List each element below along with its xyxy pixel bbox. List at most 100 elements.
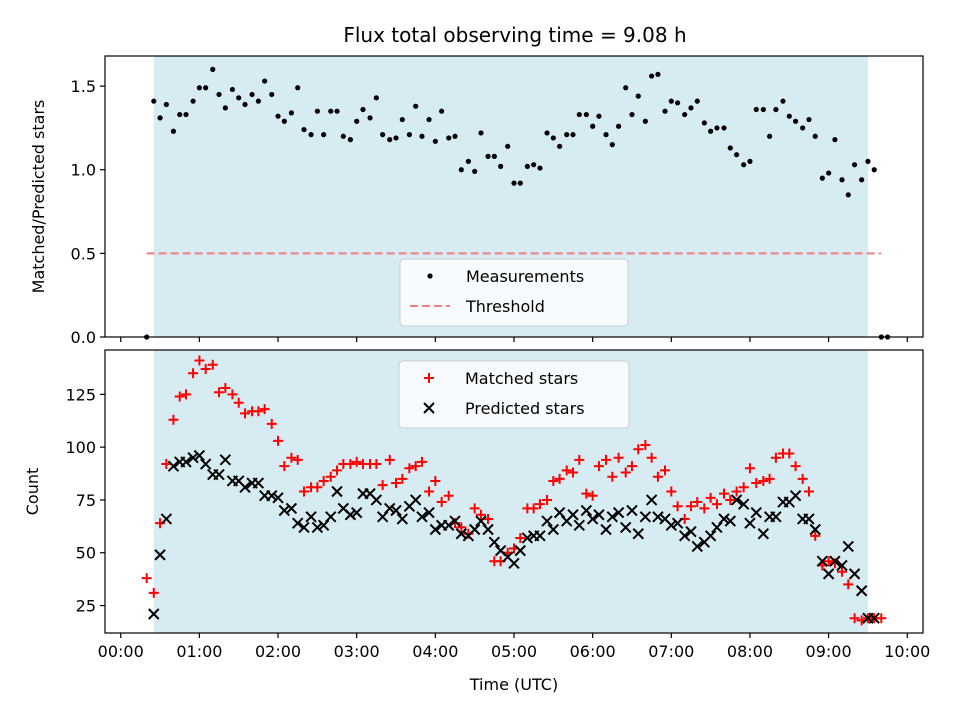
chart-title: Flux total observing time = 9.08 h xyxy=(343,23,686,47)
predicted-stars-point xyxy=(691,540,703,553)
predicted-stars-point xyxy=(298,521,310,534)
predicted-stars-point xyxy=(219,454,232,466)
legend-label: Measurements xyxy=(466,267,584,286)
predicted-stars-point xyxy=(718,513,730,525)
predicted-stars-point xyxy=(842,540,854,553)
measurement-point xyxy=(478,130,484,136)
matched-stars-point xyxy=(823,556,834,567)
predicted-stars-point xyxy=(311,521,324,534)
legend-label: Threshold xyxy=(465,297,545,316)
measurement-point xyxy=(753,106,759,113)
predicted-stars-point xyxy=(737,498,750,510)
measurement-point xyxy=(760,106,766,113)
measurement-point xyxy=(314,108,320,114)
measurement-point xyxy=(682,111,688,118)
measurement-point xyxy=(269,91,275,98)
legend-box xyxy=(399,258,629,327)
predicted-stars-point xyxy=(213,468,225,481)
matched-stars-point xyxy=(286,452,297,463)
matched-stars-point xyxy=(764,473,775,484)
predicted-stars-point xyxy=(278,504,291,517)
matched-stars-point xyxy=(436,497,447,508)
x-tick-label: 00:00 xyxy=(98,642,144,661)
y-tick-label: 1.5 xyxy=(71,77,96,96)
matched-stars-point xyxy=(660,465,671,476)
matched-stars-point xyxy=(207,359,218,370)
x-tick-label: 05:00 xyxy=(491,642,537,661)
matched-stars-point xyxy=(601,454,612,465)
measurement-point xyxy=(177,111,183,118)
matched-stars-point xyxy=(640,440,651,451)
measurement-point xyxy=(505,143,511,149)
predicted-stars-point xyxy=(580,504,593,517)
matched-stars-point xyxy=(273,435,284,446)
measurement-point xyxy=(871,167,877,173)
predicted-stars-point xyxy=(305,511,317,523)
measurement-point xyxy=(792,118,799,124)
measurement-point xyxy=(721,125,727,131)
measurement-point xyxy=(354,118,360,124)
predicted-stars-point xyxy=(586,513,599,525)
matched-stars-point xyxy=(790,461,801,472)
measurement-point xyxy=(517,180,523,186)
measurement-point xyxy=(629,111,635,118)
matched-stars-point xyxy=(443,490,454,501)
predicted-stars-point xyxy=(665,519,678,531)
matched-stars-point xyxy=(554,473,565,484)
measurement-point xyxy=(262,78,268,84)
measurement-point xyxy=(550,135,556,141)
measurement-point xyxy=(649,73,655,79)
predicted-stars-point xyxy=(325,511,337,523)
measurement-point xyxy=(275,113,281,119)
matched-stars-point xyxy=(345,459,356,470)
measurement-point xyxy=(446,135,452,141)
predicted-stars-point xyxy=(547,523,560,536)
matched-stars-point xyxy=(620,467,631,478)
measurement-point xyxy=(564,132,570,138)
matched-stars-point xyxy=(168,414,179,425)
measurement-point xyxy=(839,177,845,183)
y-tick-label: 0.5 xyxy=(71,244,96,263)
predicted-stars-point xyxy=(160,513,173,525)
matched-stars-point xyxy=(646,452,657,463)
matched-stars-point xyxy=(456,522,467,533)
predicted-stars-point xyxy=(350,506,363,519)
matched-stars-point xyxy=(188,368,199,379)
measurement-point xyxy=(196,85,202,91)
count-panel: 25 50 75 100 125 00:00 01:00 02:00 03:00 04:00 05:… xyxy=(23,350,930,694)
predicted-stars-point xyxy=(639,511,652,523)
measurement-point xyxy=(491,153,497,159)
predicted-stars-point xyxy=(508,557,520,570)
matched-stars-point xyxy=(652,471,663,482)
y-tick-label: 0.0 xyxy=(71,328,96,347)
matched-stars-point xyxy=(574,454,585,465)
matched-stars-point xyxy=(220,383,231,394)
predicted-stars-point xyxy=(521,532,534,544)
measurement-point xyxy=(616,123,622,129)
measurement-point xyxy=(596,113,602,119)
predicted-stars-point xyxy=(443,519,455,531)
predicted-stars-point xyxy=(252,477,265,489)
measurement-point xyxy=(281,118,287,124)
x-tick-label: 09:00 xyxy=(806,642,852,661)
matched-stars-point xyxy=(672,501,683,512)
x-tick-label: 02:00 xyxy=(255,642,301,661)
predicted-stars-point xyxy=(855,585,868,597)
predicted-stars-point xyxy=(744,517,756,529)
predicted-stars-point xyxy=(409,494,422,506)
measurement-point xyxy=(498,163,504,169)
measurement-point xyxy=(851,162,858,168)
measurement-point xyxy=(806,116,812,123)
x-tick-label: 03:00 xyxy=(334,642,380,661)
matched-stars-point xyxy=(836,566,847,577)
matched-stars-point xyxy=(298,486,309,497)
matched-stars-point xyxy=(397,473,408,484)
matched-stars-point xyxy=(253,406,264,417)
predicted-stars-point xyxy=(455,528,468,540)
measurement-point xyxy=(662,108,668,114)
predicted-stars-point xyxy=(384,502,396,515)
matched-stars-point xyxy=(843,579,854,590)
legend-measurement-swatch xyxy=(427,273,433,279)
predicted-stars-point xyxy=(606,511,619,523)
